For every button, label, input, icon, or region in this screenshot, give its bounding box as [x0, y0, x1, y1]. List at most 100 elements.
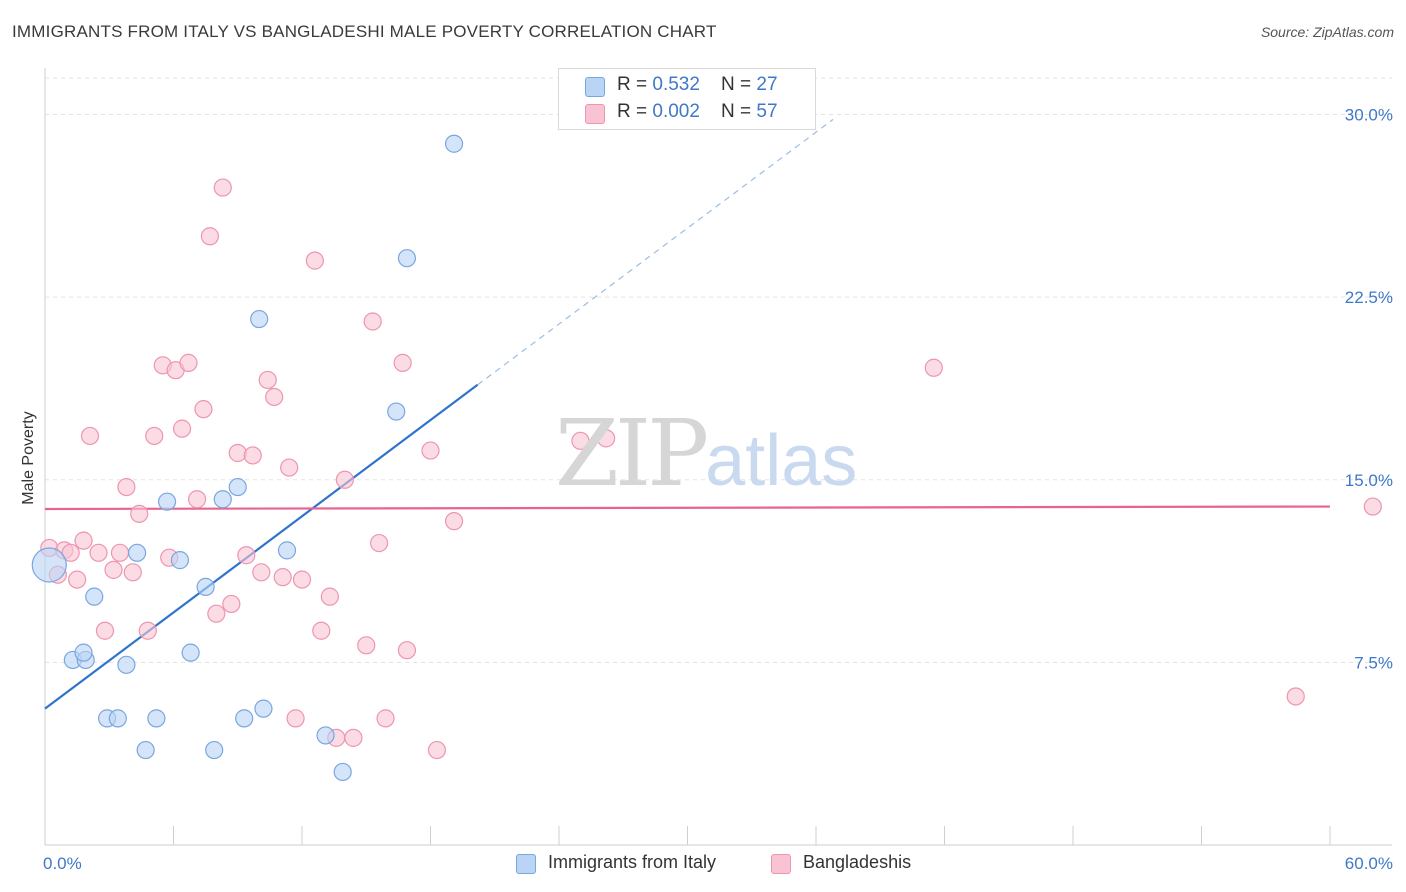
italy-point: [444, 134, 464, 153]
bangladeshi-point: [1363, 497, 1382, 516]
bangladeshi-point: [213, 178, 232, 197]
trend-layer: [44, 118, 1331, 710]
bangladeshi-legend-label: Bangladeshis: [803, 852, 912, 872]
italy-point: [235, 709, 254, 728]
bangladeshi-point: [104, 560, 123, 579]
bangladeshi-point: [376, 709, 395, 728]
bangladeshi-point: [292, 570, 312, 589]
legend-r-label: R =: [617, 101, 653, 122]
bangladeshi-point: [273, 568, 292, 587]
bangladeshi-point: [335, 470, 354, 489]
legend-r-label: R =: [617, 74, 653, 95]
italy-point: [127, 543, 147, 562]
italy-point: [31, 547, 67, 583]
italy-swatch: [585, 77, 605, 97]
legend-r-value: 0.532: [652, 74, 700, 95]
y-tick-label: 7.5%: [1354, 653, 1393, 672]
italy-point: [316, 726, 335, 745]
chart-title: IMMIGRANTS FROM ITALY VS BANGLADESHI MAL…: [12, 22, 717, 41]
italy-point: [228, 477, 247, 497]
bangladeshi-point: [370, 533, 389, 553]
bangladeshi-point: [187, 490, 207, 509]
italy-trend-line: [44, 383, 479, 710]
y-axis-title: Male Poverty: [20, 411, 37, 504]
italy-point: [170, 551, 190, 570]
bangladeshi-point: [207, 604, 226, 623]
bangladeshi-point: [344, 728, 363, 747]
italy-point: [254, 699, 273, 718]
bangladeshi-point: [265, 387, 284, 407]
bangladeshi-point: [357, 636, 376, 655]
italy-point: [196, 577, 215, 596]
italy-point: [333, 762, 352, 782]
bangladeshi-point: [172, 419, 192, 438]
bangladeshi-trend-line: [44, 505, 1331, 511]
italy-point: [74, 643, 93, 662]
bangladeshi-point: [421, 441, 440, 460]
italy-point: [117, 655, 136, 674]
italy-point: [277, 541, 297, 560]
italy-point: [387, 402, 406, 421]
bangladeshi-point: [145, 426, 164, 446]
italy-point: [213, 490, 232, 509]
bangladeshi-point: [243, 446, 262, 465]
bangladeshi-point: [74, 531, 93, 550]
italy-legend-label: Immigrants from Italy: [548, 852, 717, 872]
bangladeshi-point: [252, 563, 271, 582]
x-tick-label-max: 60.0%: [1345, 854, 1393, 873]
italy-trend-extension: [477, 118, 834, 386]
bangladeshi-point: [444, 512, 464, 531]
bangladeshi-point: [1286, 687, 1305, 706]
grid-layer: [45, 77, 1392, 663]
bangladeshi-point: [130, 504, 149, 523]
bangladeshi-point: [312, 621, 331, 640]
points-layer: [31, 134, 1382, 782]
bangladeshi-point: [363, 312, 382, 331]
bangladeshi-point: [571, 431, 590, 450]
legend-n-label: N =: [721, 74, 757, 95]
italy-point: [147, 709, 166, 728]
bangladeshi-point: [258, 370, 277, 390]
label-layer: 7.5% 15.0% 22.5% 30.0% 0.0% 60.0% Male Poverty: [20, 106, 1393, 873]
bangladeshi-point: [68, 570, 87, 589]
italy-point: [157, 492, 177, 511]
bangladeshi-point: [123, 563, 142, 582]
y-tick-label: 30.0%: [1345, 106, 1393, 125]
italy-point: [85, 587, 104, 606]
correlation-legend: R = 0.532 N = 27 R = 0.002 N = 57: [558, 68, 816, 130]
bangladeshi-point: [427, 740, 447, 760]
bangladeshi-point: [305, 251, 324, 270]
italy-legend-swatch: [516, 854, 536, 874]
bangladeshi-point: [237, 546, 256, 565]
legend-n-value: 27: [756, 74, 778, 95]
bangladeshi-point: [320, 587, 339, 606]
italy-point: [108, 709, 127, 728]
bangladeshi-point: [89, 543, 108, 562]
italy-point: [205, 740, 224, 760]
bangladeshi-point: [397, 641, 417, 660]
bangladeshi-swatch: [585, 104, 605, 124]
bangladeshi-legend-swatch: [771, 854, 791, 874]
legend-n-value: 57: [756, 101, 778, 122]
italy-point: [136, 740, 155, 760]
bangladeshi-point: [95, 621, 115, 640]
bangladeshi-point: [280, 458, 299, 477]
bangladeshi-point: [924, 358, 943, 377]
bangladeshi-point: [228, 443, 247, 463]
y-tick-label: 15.0%: [1345, 471, 1393, 490]
bangladeshi-point: [80, 426, 100, 446]
source-label: Source: ZipAtlas.com: [1260, 24, 1394, 40]
bangladeshi-point: [222, 594, 241, 614]
x-tick-label-min: 0.0%: [43, 854, 82, 873]
bangladeshi-point: [194, 400, 213, 419]
bangladeshi-point: [286, 709, 305, 728]
bangladeshi-point: [110, 543, 130, 562]
axis-layer: [44, 68, 1392, 846]
bangladeshi-point: [61, 543, 80, 562]
bangladeshi-point: [117, 477, 136, 497]
y-tick-label: 22.5%: [1345, 288, 1393, 307]
italy-point: [250, 309, 269, 329]
bangladeshi-point: [138, 621, 157, 640]
bangladeshi-point: [597, 429, 616, 448]
